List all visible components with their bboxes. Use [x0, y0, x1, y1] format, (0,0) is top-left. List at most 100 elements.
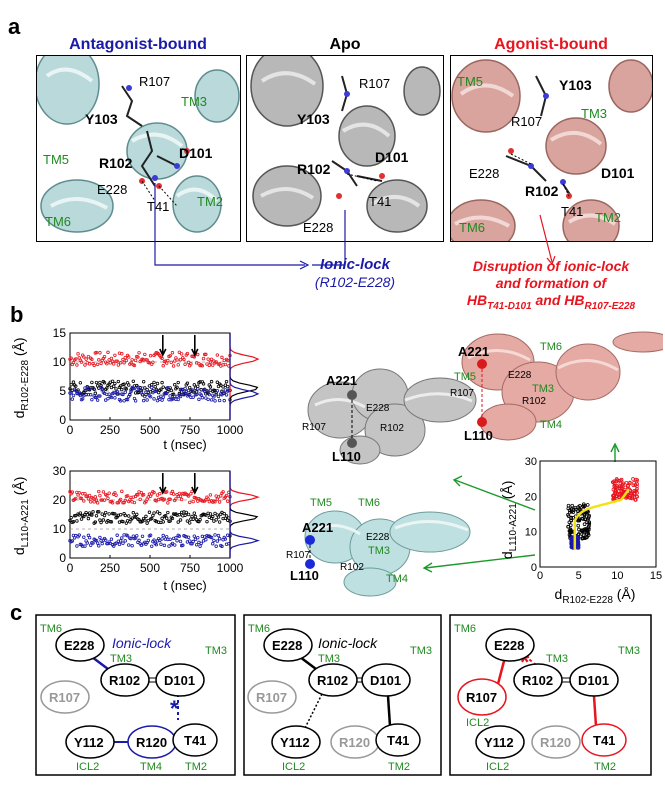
x-tick-label: 750	[180, 423, 200, 437]
scatter-point	[567, 508, 572, 513]
panel-b-arrows	[422, 442, 620, 573]
data-point	[208, 385, 213, 389]
c1-r107: R107	[49, 690, 80, 705]
data-point	[175, 358, 179, 362]
data-point	[214, 392, 218, 397]
x-tick-label: 1000	[217, 423, 244, 437]
x-tick-label: 250	[100, 423, 120, 437]
scatter-point	[578, 530, 583, 534]
data-point	[225, 384, 230, 389]
data-point	[215, 353, 220, 357]
data-point	[152, 490, 156, 495]
data-point	[170, 516, 175, 521]
data-point	[182, 357, 186, 362]
data-point	[106, 396, 110, 401]
panel-label-a: a	[8, 14, 21, 39]
data-point	[191, 395, 195, 400]
data-point	[224, 393, 229, 397]
data-point	[110, 501, 115, 505]
data-point	[78, 511, 83, 515]
data-point	[186, 494, 191, 498]
data-point	[214, 544, 218, 548]
data-point	[84, 357, 88, 361]
pink-r107: R107	[450, 388, 474, 399]
data-point	[182, 391, 186, 396]
cyan-r107: R107	[286, 550, 310, 561]
data-point	[177, 513, 182, 517]
data-point	[160, 380, 164, 385]
data-point	[184, 510, 188, 515]
data-point	[71, 380, 76, 384]
data-point	[85, 513, 89, 517]
data-point	[177, 391, 182, 396]
scatter-x-tick-label: 5	[576, 570, 582, 582]
data-point	[154, 542, 159, 547]
data-point	[117, 542, 122, 547]
scatter-point	[580, 516, 584, 521]
scatter-point	[582, 530, 586, 535]
scatter-point	[626, 483, 631, 488]
c-box3-frame	[449, 614, 652, 776]
data-point	[75, 363, 79, 367]
data-point	[82, 393, 86, 398]
x-tick-label: 500	[140, 561, 160, 575]
data-point	[152, 397, 156, 401]
c3-tm6: TM6	[454, 623, 476, 635]
data-point	[83, 491, 87, 496]
data-point	[177, 350, 182, 354]
scatter-point	[631, 477, 635, 481]
data-point	[125, 534, 130, 538]
label-r102: R102	[297, 161, 331, 177]
data-point	[214, 518, 218, 522]
scatter-point	[576, 518, 581, 523]
data-point	[83, 544, 87, 548]
title-agonist: Agonist-bound	[494, 36, 608, 53]
y-tick-label: 10	[53, 522, 67, 536]
data-point	[94, 514, 99, 518]
data-point	[155, 398, 160, 403]
data-point	[141, 398, 146, 403]
data-point	[168, 354, 172, 358]
data-point	[176, 380, 180, 385]
data-point	[91, 496, 95, 501]
y-tick-label: 30	[53, 464, 67, 478]
data-point	[158, 491, 162, 496]
data-point	[212, 538, 216, 543]
data-point	[114, 387, 118, 391]
data-point	[118, 399, 123, 403]
data-point	[79, 517, 84, 521]
scatter-point	[614, 479, 619, 484]
data-point	[164, 516, 169, 520]
series-blue	[68, 533, 232, 549]
data-point	[86, 497, 91, 501]
c2-tm6: TM6	[248, 623, 270, 635]
data-point	[143, 518, 147, 522]
data-point	[217, 520, 222, 524]
x-tick-label: 0	[67, 561, 74, 575]
data-point	[91, 386, 95, 391]
label-e228: E228	[469, 166, 499, 181]
data-point	[197, 397, 201, 402]
data-point	[133, 399, 138, 403]
data-point	[183, 386, 187, 391]
data-point	[139, 543, 144, 547]
data-point	[181, 543, 185, 547]
data-point	[97, 544, 101, 548]
panel-label-b: b	[10, 302, 24, 327]
data-point	[97, 489, 101, 494]
data-point	[213, 500, 217, 504]
disruption-caption: Disruption of ionic-lock and formation o…	[440, 258, 662, 315]
gray-r107: R107	[302, 422, 326, 433]
data-point	[190, 514, 194, 519]
data-point	[69, 383, 73, 387]
c1-t41: T41	[184, 733, 206, 748]
data-point	[166, 386, 170, 390]
c2-r107: R107	[256, 690, 287, 705]
pink-r102: R102	[522, 396, 546, 407]
data-point	[204, 352, 208, 357]
scatter-y-tick-label: 10	[525, 527, 537, 539]
data-point	[121, 541, 125, 545]
data-point	[178, 518, 183, 522]
data-point	[177, 491, 182, 496]
data-point	[211, 514, 215, 519]
